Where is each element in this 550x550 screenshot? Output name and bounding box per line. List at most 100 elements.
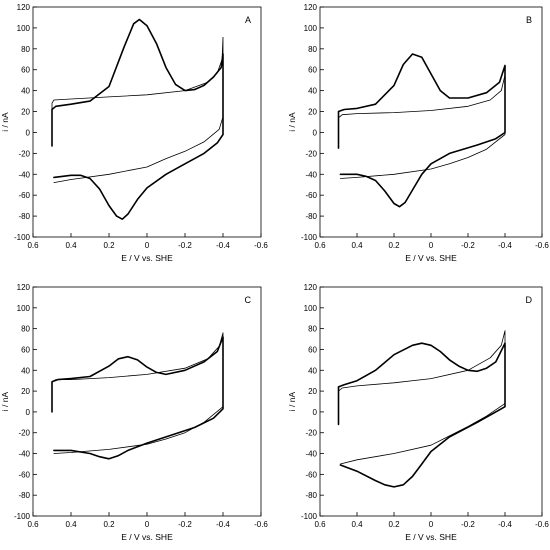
cv-curve-thick (51, 18, 224, 220)
y-tick-label: 40 (308, 87, 317, 96)
x-tick-label: 0.4 (65, 241, 77, 250)
x-tick-label: -0.2 (178, 520, 192, 529)
x-tick-label: 0.6 (27, 241, 39, 250)
cv-curve-thin (338, 330, 506, 465)
x-tick-label: -0.6 (254, 241, 268, 250)
x-tick-label: 0.2 (103, 241, 115, 250)
y-tick-label: 120 (304, 283, 318, 292)
x-tick-label: 0.2 (388, 520, 400, 529)
y-tick-label: -80 (305, 491, 317, 500)
y-tick-label: -20 (18, 429, 30, 438)
y-tick-label: 0 (26, 408, 31, 417)
y-tick-label: -40 (18, 450, 30, 459)
x-tick-label: -0.4 (498, 241, 512, 250)
cv-curve-thick (337, 342, 506, 488)
y-tick-label: -60 (305, 191, 317, 200)
x-tick-label: -0.6 (535, 520, 549, 529)
y-tick-label: -80 (305, 212, 317, 221)
y-tick-label: 100 (17, 304, 31, 313)
y-tick-label: 60 (308, 66, 317, 75)
y-tick-label: 40 (21, 87, 30, 96)
x-tick-label: 0.4 (351, 241, 363, 250)
y-axis-label: i / nA (287, 112, 297, 132)
x-tick-label: -0.4 (216, 520, 230, 529)
y-tick-label: 80 (308, 325, 317, 334)
y-tick-label: -40 (18, 170, 30, 179)
x-axis-label: E / V vs. SHE (121, 532, 173, 542)
y-tick-label: 0 (313, 408, 318, 417)
y-tick-label: -100 (301, 233, 318, 242)
y-tick-label: -100 (14, 512, 31, 521)
y-tick-label: 0 (313, 128, 318, 137)
y-tick-label: 80 (308, 45, 317, 54)
panel-letter: A (245, 15, 251, 25)
plot-frame (32, 286, 262, 517)
y-tick-label: -100 (14, 233, 31, 242)
y-axis-label: i / nA (287, 391, 297, 411)
x-tick-label: 0.6 (27, 520, 39, 529)
y-tick-label: -80 (18, 491, 30, 500)
panel-letter: D (526, 295, 533, 305)
cv-curve-thick (337, 53, 506, 208)
x-tick-label: -0.2 (178, 241, 192, 250)
y-tick-label: -60 (305, 470, 317, 479)
y-tick-label: 120 (304, 3, 318, 12)
x-tick-label: 0.4 (351, 520, 363, 529)
x-tick-label: -0.4 (216, 241, 230, 250)
x-tick-label: 0.2 (388, 241, 400, 250)
panel-letter: C (245, 295, 252, 305)
y-tick-label: -20 (305, 149, 317, 158)
panel-letter: B (526, 15, 532, 25)
y-tick-label: 20 (308, 387, 317, 396)
y-tick-label: -20 (18, 149, 30, 158)
y-tick-label: -40 (305, 170, 317, 179)
y-tick-label: 60 (308, 345, 317, 354)
cv-curve-thin (51, 36, 224, 184)
y-tick-label: -100 (301, 512, 318, 521)
y-axis-label: i / nA (0, 112, 10, 132)
y-tick-label: 0 (26, 128, 31, 137)
x-tick-label: 0 (145, 241, 150, 250)
x-tick-label: -0.2 (461, 241, 475, 250)
y-tick-label: -20 (305, 429, 317, 438)
plot-frame (319, 286, 543, 517)
x-tick-label: -0.2 (461, 520, 475, 529)
y-tick-label: -60 (18, 191, 30, 200)
cv-curve-thin (51, 332, 224, 454)
y-tick-label: 60 (21, 345, 30, 354)
x-tick-label: -0.4 (498, 520, 512, 529)
x-tick-label: 0 (145, 520, 150, 529)
cv-curve-thin (338, 74, 506, 179)
y-tick-label: -80 (18, 212, 30, 221)
y-tick-label: 120 (17, 3, 31, 12)
x-tick-label: 0.4 (65, 520, 77, 529)
x-tick-label: -0.6 (535, 241, 549, 250)
y-axis-label: i / nA (0, 391, 10, 411)
y-tick-label: 120 (17, 283, 31, 292)
y-tick-label: 60 (21, 66, 30, 75)
y-tick-label: 100 (304, 304, 318, 313)
plot-frame (32, 6, 262, 238)
y-tick-label: 20 (21, 108, 30, 117)
x-axis-label: E / V vs. SHE (405, 253, 457, 263)
x-tick-label: 0 (429, 520, 434, 529)
y-tick-label: 40 (21, 366, 30, 375)
y-tick-label: 80 (21, 325, 30, 334)
x-axis-label: E / V vs. SHE (121, 253, 173, 263)
x-tick-label: 0 (429, 241, 434, 250)
y-tick-label: 40 (308, 366, 317, 375)
x-tick-label: 0.6 (314, 520, 326, 529)
plot-frame (319, 6, 543, 238)
y-tick-label: 20 (21, 387, 30, 396)
y-tick-label: 80 (21, 45, 30, 54)
x-tick-label: 0.6 (314, 241, 326, 250)
y-tick-label: -40 (305, 450, 317, 459)
y-tick-label: 100 (17, 24, 31, 33)
y-tick-label: -60 (18, 470, 30, 479)
y-tick-label: 100 (304, 24, 318, 33)
cv-curve-thick (51, 336, 224, 460)
